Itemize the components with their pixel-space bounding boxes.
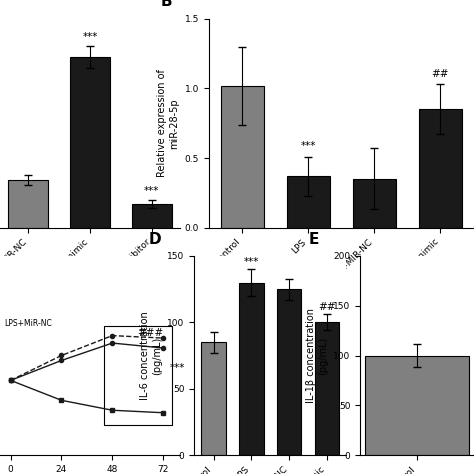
Bar [132,204,172,228]
Bar [201,342,226,455]
Text: D: D [149,232,162,247]
Bar [315,322,339,455]
Y-axis label: Relative expression of
miR-28-5p: Relative expression of miR-28-5p [157,69,179,177]
Bar [287,176,330,228]
Text: ##: ## [318,302,336,312]
Bar [365,356,469,455]
Text: ###: ### [137,328,163,338]
Y-axis label: IL-6 concentration
(pg/mL): IL-6 concentration (pg/mL) [140,311,162,400]
Text: ***: *** [170,363,185,373]
Text: E: E [309,232,319,247]
Text: ***: *** [244,256,259,266]
Text: LPS+MiR-NC: LPS+MiR-NC [4,319,52,328]
Text: ***: *** [301,141,316,151]
Bar [220,86,264,228]
Bar [353,179,396,228]
Bar [104,326,172,425]
Bar [70,57,110,228]
Bar [239,283,264,455]
Text: B: B [161,0,173,9]
Bar [8,180,48,228]
Bar [277,289,301,455]
Text: ##: ## [432,69,449,79]
Text: ***: *** [144,186,160,196]
Bar [419,109,462,228]
Y-axis label: IL-1β concentration
(pg/mL): IL-1β concentration (pg/mL) [306,308,328,403]
Text: ***: *** [82,32,98,42]
